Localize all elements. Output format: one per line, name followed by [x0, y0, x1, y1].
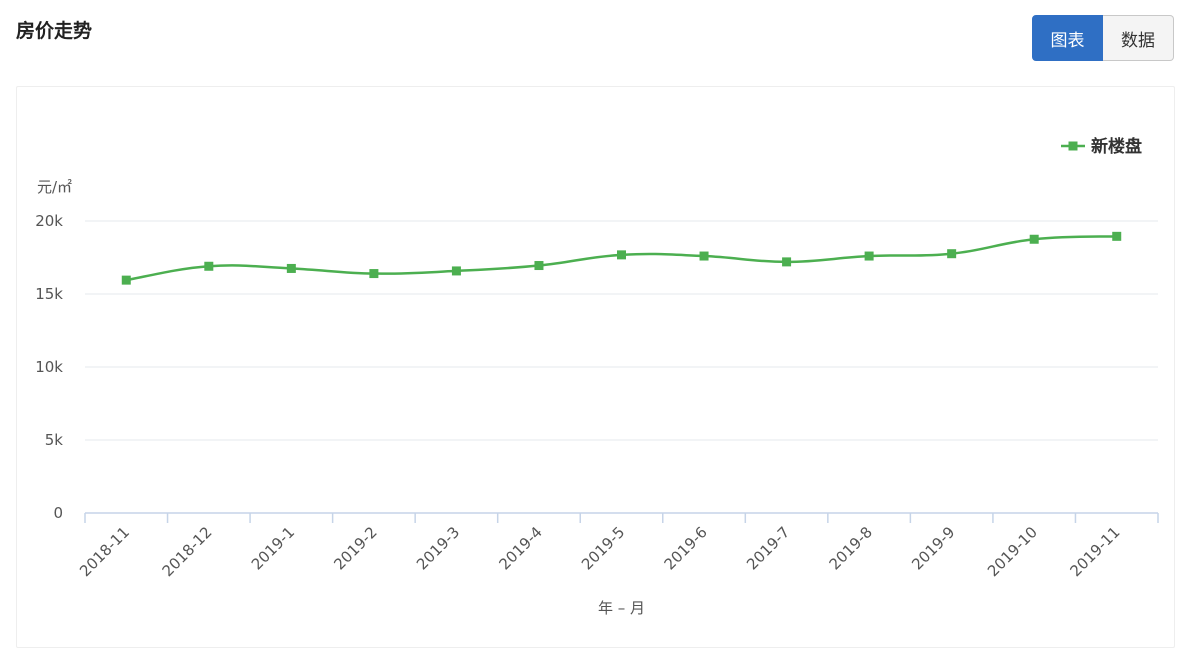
y-tick-label: 10k — [35, 358, 63, 376]
page-title: 房价走势 — [16, 20, 93, 42]
x-tick-label: 2019-8 — [826, 523, 876, 573]
x-tick-label: 2018-11 — [76, 523, 133, 580]
x-tick-label: 2019-6 — [661, 523, 711, 573]
x-tick-label: 2019-7 — [743, 523, 793, 573]
x-tick-label: 2019-5 — [578, 523, 628, 573]
y-tick-label: 5k — [45, 431, 64, 449]
data-point[interactable] — [699, 251, 709, 261]
x-tick-label: 2019-10 — [984, 523, 1041, 580]
y-tick-label: 20k — [35, 212, 63, 230]
x-tick-label: 2019-3 — [413, 523, 463, 573]
data-point[interactable] — [782, 257, 792, 267]
x-tick-label: 2019-11 — [1067, 523, 1124, 580]
view-toggle: 图表 数据 — [1032, 15, 1174, 61]
x-axis — [84, 512, 1159, 523]
y-tick-label: 15k — [35, 285, 63, 303]
data-point[interactable] — [864, 251, 874, 261]
data-view-button[interactable]: 数据 — [1103, 15, 1174, 61]
x-tick-label: 2019-2 — [330, 523, 380, 573]
y-axis-labels: 0 5k 10k 15k 20k — [35, 212, 63, 522]
data-point[interactable] — [369, 269, 379, 279]
chart-view-button[interactable]: 图表 — [1032, 15, 1103, 61]
data-point[interactable] — [947, 249, 957, 259]
x-axis-title: 年 – 月 — [598, 599, 645, 617]
data-point[interactable] — [617, 250, 626, 260]
x-tick-label: 2019-1 — [248, 523, 298, 573]
legend[interactable]: 新楼盘 — [1061, 136, 1142, 157]
grid-lines — [85, 220, 1158, 441]
data-point[interactable] — [121, 275, 131, 285]
x-tick-label: 2018-12 — [159, 523, 216, 580]
x-tick-label: 2019-4 — [495, 523, 545, 573]
chart-panel: 0 5k 10k 15k 20k 2018-11 2018-12 2019-1 2019-2 2… — [16, 86, 1175, 648]
data-point[interactable] — [451, 266, 461, 276]
y-axis-title: 元/㎡ — [37, 178, 72, 196]
legend-label: 新楼盘 — [1091, 136, 1142, 157]
data-point[interactable] — [204, 261, 214, 271]
y-tick-label: 0 — [53, 504, 63, 522]
x-tick-label: 2019-9 — [908, 523, 958, 573]
legend-swatch-marker — [1068, 141, 1078, 151]
data-point[interactable] — [534, 261, 544, 271]
series-markers — [121, 231, 1122, 285]
data-point[interactable] — [1029, 234, 1039, 244]
x-axis-labels: 2018-11 2018-12 2019-1 2019-2 2019-3 2019-4 20… — [76, 523, 1124, 580]
data-point[interactable] — [1112, 231, 1122, 241]
data-point[interactable] — [286, 263, 296, 273]
